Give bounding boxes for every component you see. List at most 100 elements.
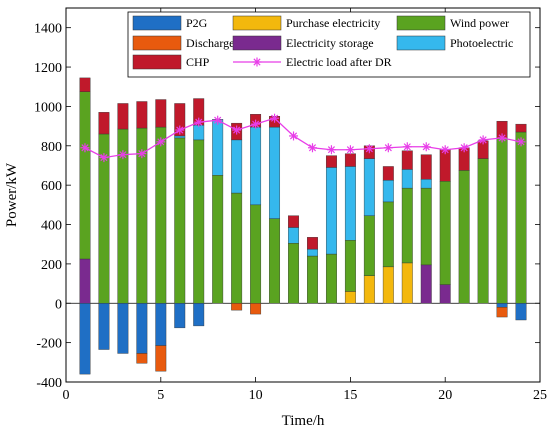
x-tick-label: 25 [533,388,547,403]
bar-photoelectric-6 [174,135,186,139]
bar-p2g-2 [98,303,110,350]
bar-wind-power-14 [325,253,337,304]
bar-electricity-storage-20 [439,284,451,304]
marker-electric-load-10 [251,119,261,129]
bar-discharge-9 [231,303,243,311]
x-tick-label: 10 [249,388,263,403]
marker-electric-load-19 [421,142,431,152]
bar-wind-power-17 [382,201,394,268]
marker-electric-load-15 [345,145,355,155]
bar-wind-power-24 [515,131,527,304]
plot-frame [65,7,541,383]
bar-wind-power-18 [401,187,413,264]
y-tick-label: 800 [41,140,62,155]
legend-label-photoelectric: Photoelectric [450,36,513,50]
bar-p2g-4 [136,303,148,354]
legend: P2G Purchase electricity Wind power Dischar… [127,11,531,78]
marker-electric-load-22 [478,135,488,145]
y-tick-label: 1200 [34,61,62,76]
bar-chp-6 [174,103,186,137]
marker-electric-load-4 [137,149,147,159]
bar-purchase-electricity-17 [382,266,394,304]
bar-p2g-3 [117,303,129,354]
marker-electric-load-11 [270,113,280,123]
bar-photoelectric-16 [363,158,375,216]
bar-photoelectric-18 [401,169,413,189]
marker-electric-load-9 [232,125,242,135]
bar-wind-power-23 [496,137,508,304]
marker-electric-load-12 [289,131,299,141]
bar-wind-power-9 [231,192,243,304]
x-tick-label: 0 [63,388,70,403]
bar-purchase-electricity-16 [363,275,375,304]
bar-chp-20 [439,149,451,182]
y-tick-label: 200 [41,258,62,273]
bar-wind-power-21 [458,170,470,304]
legend-swatch-p2g [132,15,182,31]
bar-photoelectric-12 [288,227,299,244]
bar-p2g-7 [193,303,205,327]
marker-electric-load-24 [516,137,526,147]
bar-wind-power-13 [307,255,318,304]
legend-label-purchase-electricity: Purchase electricity [286,16,380,30]
bar-wind-power-10 [250,204,262,304]
bar-wind-power-5 [155,126,167,304]
marker-electric-load-16 [364,144,374,154]
y-tick-label: -400 [36,376,62,391]
legend-box [127,11,531,78]
bar-chp-17 [382,166,394,181]
bar-discharge-5 [155,345,167,372]
marker-electric-load-5 [156,137,166,147]
bar-chp-12 [288,215,299,228]
marker-electric-load-13 [307,143,317,153]
legend-label-wind-power: Wind power [450,16,509,30]
legend-label-electric-load-after-dr: Electric load after DR [286,55,392,69]
bar-photoelectric-10 [250,126,262,206]
bar-chp-4 [136,101,148,129]
legend-swatch-purchase-electricity [232,15,282,31]
bar-chp-2 [98,112,110,135]
y-axis-title: Power/kW [4,162,20,227]
marker-electric-load-23 [497,133,507,143]
bar-chp-13 [307,237,318,250]
bar-wind-power-16 [363,215,375,276]
bar-p2g-1 [79,303,91,375]
x-tick-label: 5 [157,388,164,403]
marker-electric-load-8 [213,115,223,125]
legend-swatch-discharge [132,35,182,51]
bar-p2g-23 [496,303,508,308]
marker-electric-load-20 [440,145,450,155]
bar-chp-3 [117,103,129,130]
legend-label-electricity-storage: Electricity storage [286,36,374,50]
legend-marker-electric-load-after-dr [252,57,262,67]
marker-electric-load-2 [99,153,109,163]
bar-electricity-storage-1 [79,258,91,304]
y-tick-label: -200 [36,337,62,352]
marker-electric-load-7 [194,117,204,127]
marker-electric-load-18 [402,142,412,152]
bar-chp-18 [401,150,413,170]
bar-chp-24 [515,123,527,133]
bar-wind-power-8 [212,175,224,304]
legend-label-chp: CHP [186,55,210,69]
bar-electricity-storage-19 [420,264,432,304]
x-tick-label: 20 [438,388,452,403]
bar-wind-power-12 [288,243,299,304]
bar-wind-power-7 [193,139,205,304]
marker-electric-load-1 [80,143,90,153]
bar-p2g-24 [515,303,527,321]
bar-photoelectric-13 [307,248,318,257]
legend-swatch-electricity-storage [232,35,282,51]
marker-electric-load-21 [459,143,469,153]
bar-photoelectric-7 [193,124,205,141]
bar-chp-14 [325,155,337,168]
bar-discharge-4 [136,353,148,364]
bar-photoelectric-19 [420,179,432,189]
bar-photoelectric-17 [382,180,394,203]
legend-label-discharge: Discharge [186,36,234,50]
legend-swatch-photoelectric [396,35,446,51]
marker-electric-load-17 [383,143,393,153]
bar-purchase-electricity-15 [344,291,356,304]
bar-photoelectric-15 [344,166,356,241]
